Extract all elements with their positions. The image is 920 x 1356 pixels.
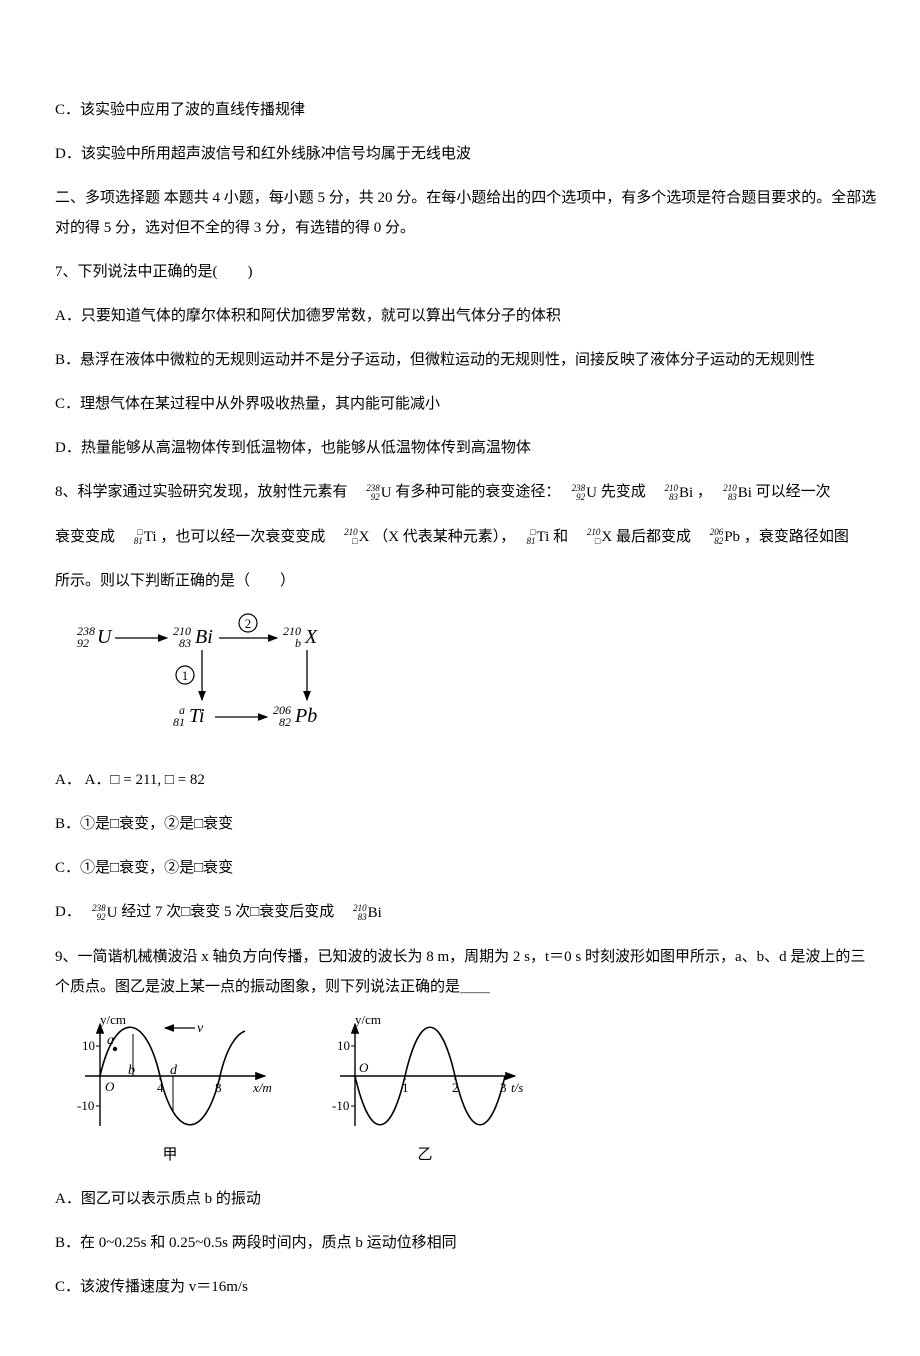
q9-stem: 9、一简谐机械横波沿 x 轴负方向传播，已知波的波长为 8 m，周期为 2 s，… (55, 942, 880, 1002)
svg-text:x/m: x/m (252, 1080, 272, 1095)
svg-text:y/cm: y/cm (355, 1016, 381, 1027)
q8-mid2: 先变成 (601, 484, 661, 500)
q8-option-b: B．①是□衰变，②是□衰变 (55, 809, 880, 839)
svg-text:2: 2 (245, 616, 252, 631)
nuclide-ti: □81 Ti (134, 522, 157, 552)
q8-stem-line3: 所示。则以下判断正确的是（ ） (55, 566, 880, 596)
svg-text:b: b (128, 1063, 135, 1078)
svg-text:4: 4 (157, 1080, 164, 1095)
nuclide-bi210-d: 21083 Bi (353, 898, 382, 928)
svg-text:O: O (359, 1060, 369, 1075)
prior-option-c: C．该实验中应用了波的直线传播规律 (55, 95, 880, 125)
q8-option-a: A． A．□ = 211, □ = 82 (55, 765, 880, 795)
svg-text:b: b (295, 636, 301, 650)
q7-option-c: C．理想气体在某过程中从外界吸收热量，其内能可能减小 (55, 389, 880, 419)
svg-text:X: X (304, 626, 318, 648)
svg-text:1: 1 (402, 1080, 409, 1095)
q8-stem-line2: 衰变变成 □81 Ti ，也可以经一次衰变变成 210□ X （X 代表某种元素… (55, 522, 880, 553)
svg-text:O: O (105, 1079, 115, 1094)
q7-option-a: A．只要知道气体的摩尔体积和阿伏加德罗常数，就可以算出气体分子的体积 (55, 301, 880, 331)
svg-text:92: 92 (77, 636, 89, 650)
nuclide-pb: 20682 Pb (710, 522, 740, 552)
svg-text:-10: -10 (77, 1098, 94, 1113)
svg-text:10: 10 (82, 1038, 95, 1053)
svg-text:a: a (107, 1033, 114, 1048)
nuclide-ti-b: □81 Ti (527, 522, 550, 552)
q9-option-a: A．图乙可以表示质点 b 的振动 (55, 1184, 880, 1214)
svg-text:83: 83 (179, 636, 191, 650)
nuclide-u238-d: 23892 U (92, 898, 117, 928)
q8-option-c: C．①是□衰变，②是□衰变 (55, 853, 880, 883)
svg-text:v: v (197, 1021, 204, 1036)
svg-text:1: 1 (182, 668, 189, 683)
q9-option-b: B．在 0~0.25s 和 0.25~0.5s 两段时间内，质点 b 运动位移相… (55, 1228, 880, 1258)
decay-diagram: 238 92 U 210 83 Bi 2 210 b X 1 a 81 Ti 2… (67, 610, 880, 751)
q9-option-c: C．该波传播速度为 v＝16m/s (55, 1272, 880, 1302)
q8-l2c: （X 代表某种元素）， (373, 529, 523, 545)
nuclide-x: 210□ X (344, 522, 369, 552)
q7-stem: 7、下列说法中正确的是( ) (55, 257, 880, 287)
svg-text:81: 81 (173, 715, 185, 729)
svg-text:U: U (97, 626, 113, 648)
nuclide-bi210-b: 21083 Bi (723, 478, 752, 508)
svg-text:8: 8 (215, 1080, 222, 1095)
wave-caption-1: 甲 (162, 1140, 177, 1170)
wave-diagram-1: 10 -10 y/cm O 4 8 x/m a b d v 甲 (65, 1016, 275, 1170)
q8-mid4: 可以经一次 (756, 484, 831, 500)
q8-stem-line1: 8、科学家通过实验研究发现，放射性元素有 23892 U 有多种可能的衰变途径：… (55, 477, 880, 508)
q8-l2d: 和 (553, 529, 583, 545)
svg-text:Pb: Pb (294, 705, 317, 727)
wave-diagram-2: 10 -10 y/cm O 1 2 3 t/s 乙 (325, 1016, 525, 1170)
q7-option-d: D．热量能够从高温物体传到低温物体，也能够从低温物体传到高温物体 (55, 433, 880, 463)
svg-text:y/cm: y/cm (100, 1016, 126, 1027)
svg-text:82: 82 (279, 715, 291, 729)
q8-l2e: 最后都变成 (616, 529, 706, 545)
section-2-intro: 二、多项选择题 本题共 4 小题，每小题 5 分，共 20 分。在每小题给出的四… (55, 183, 880, 243)
wave-caption-2: 乙 (417, 1140, 432, 1170)
svg-text:-10: -10 (332, 1098, 349, 1113)
svg-text:t/s: t/s (511, 1080, 523, 1095)
q7-option-b: B．悬浮在液体中微粒的无规则运动并不是分子运动，但微粒运动的无规则性，间接反映了… (55, 345, 880, 375)
svg-text:Bi: Bi (195, 626, 213, 648)
svg-text:2: 2 (452, 1080, 459, 1095)
svg-text:10: 10 (337, 1038, 350, 1053)
svg-text:3: 3 (500, 1080, 507, 1095)
q8-pre: 8、科学家通过实验研究发现，放射性元素有 (55, 484, 363, 500)
nuclide-u238: 23892 U (366, 478, 391, 508)
prior-option-d: D．该实验中所用超声波信号和红外线脉冲信号均属于无线电波 (55, 139, 880, 169)
q8-d-mid: 经过 7 次□衰变 5 次□衰变后变成 (121, 904, 349, 920)
nuclide-x-b: 210□ X (587, 522, 612, 552)
svg-text:d: d (170, 1063, 178, 1078)
q8-mid3: ， (697, 484, 720, 500)
nuclide-bi210: 21083 Bi (664, 478, 693, 508)
q8-option-d: D． 23892 U 经过 7 次□衰变 5 次□衰变后变成 21083 Bi (55, 897, 880, 928)
q8-l2f: ，衰变路径如图 (744, 529, 849, 545)
q8-l2b: ，也可以经一次衰变变成 (160, 529, 340, 545)
q8-l2a: 衰变变成 (55, 529, 130, 545)
wave-diagrams: 10 -10 y/cm O 4 8 x/m a b d v 甲 (65, 1016, 880, 1170)
svg-text:Ti: Ti (189, 705, 205, 727)
nuclide-u238-b: 23892 U (572, 478, 597, 508)
q8-mid1: 有多种可能的衰变途径： (395, 484, 568, 500)
